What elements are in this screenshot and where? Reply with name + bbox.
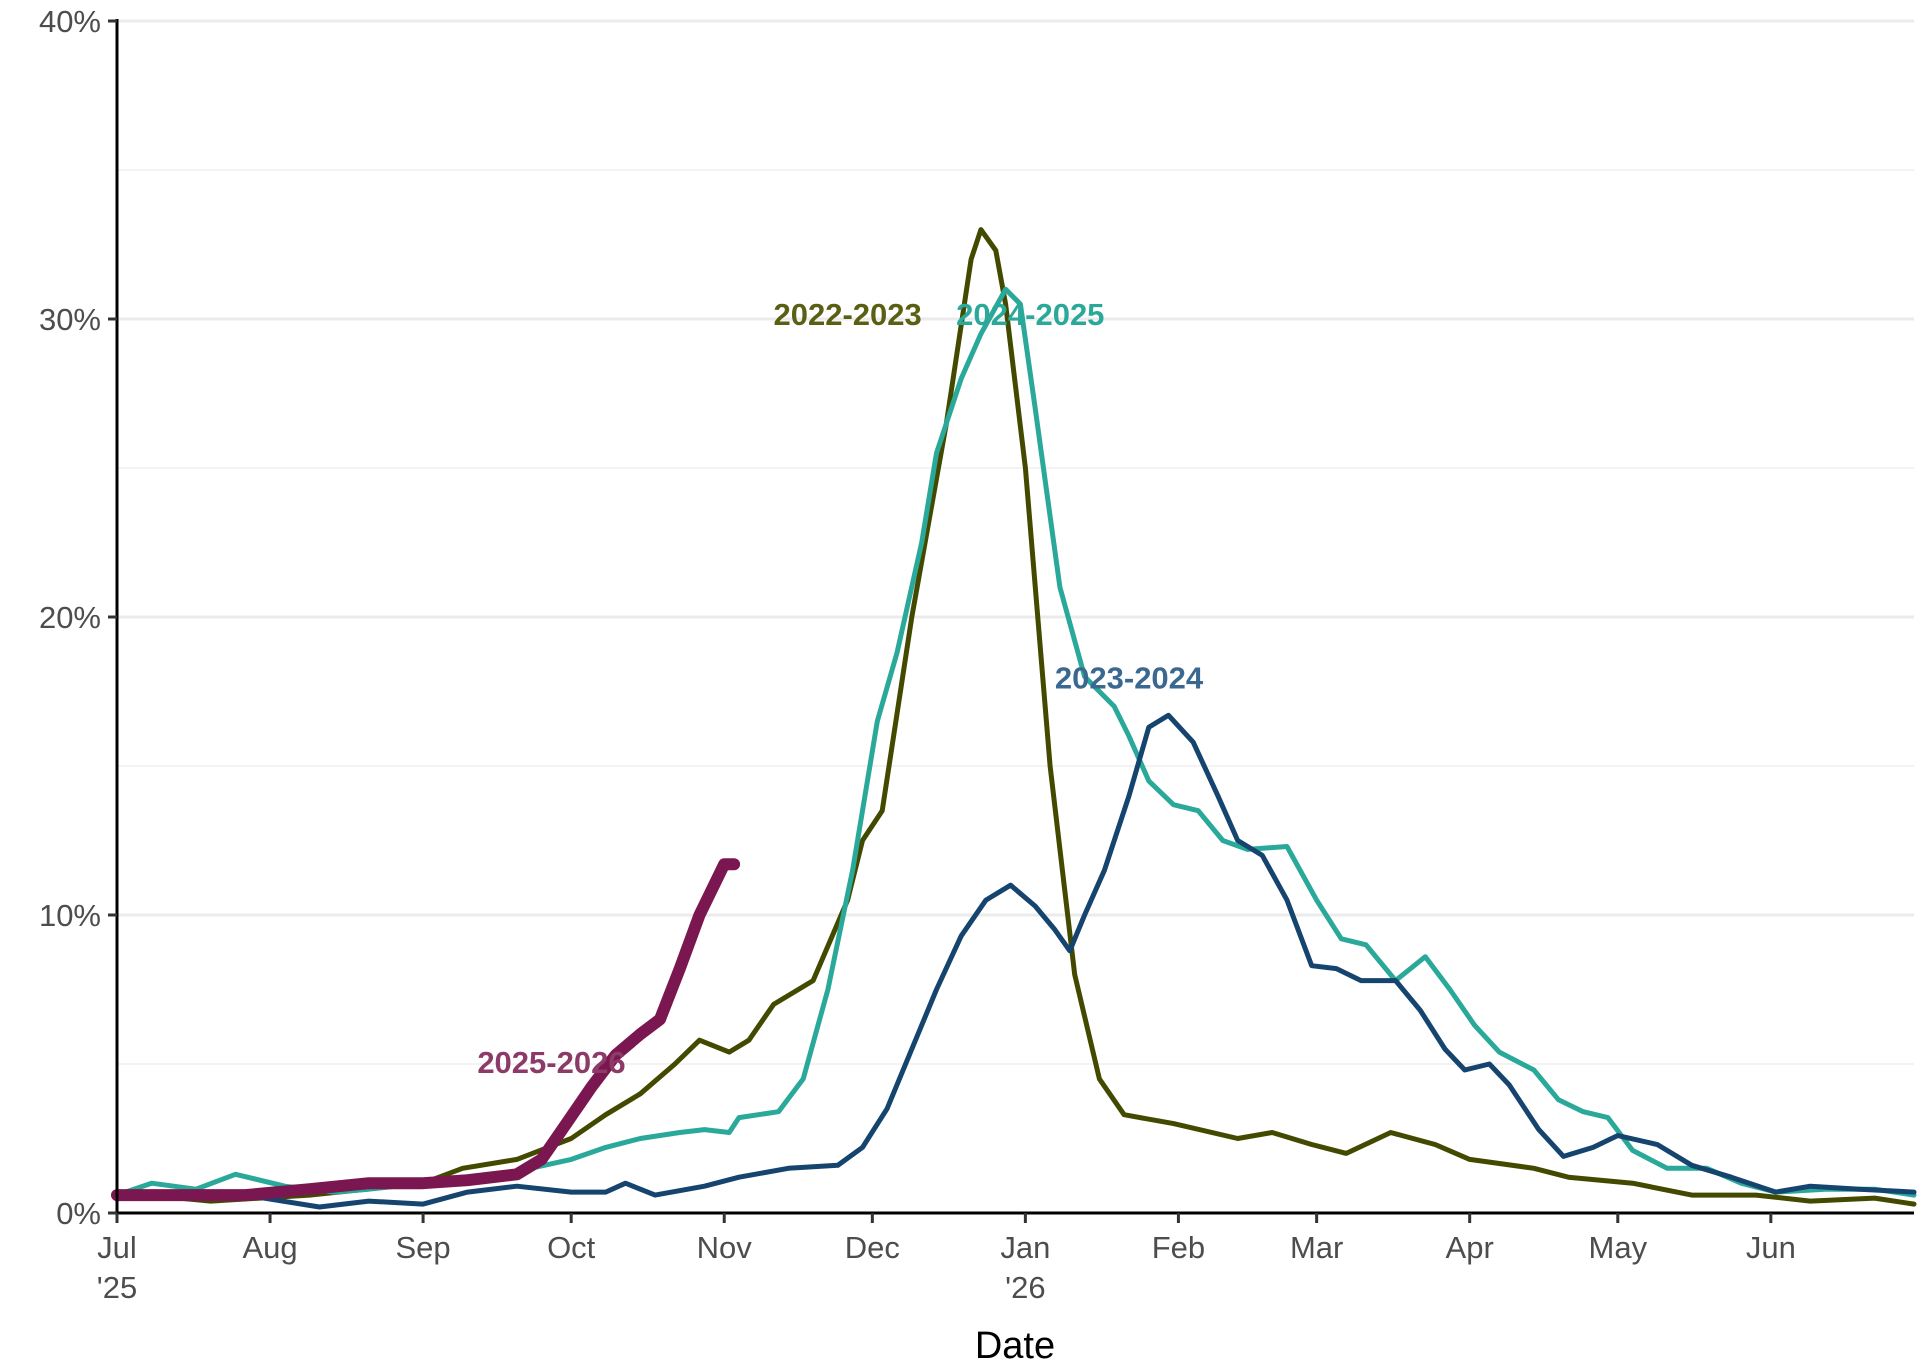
x-axis-label: Date	[975, 1325, 1055, 1367]
series-lines	[111, 227, 1917, 1210]
series-line-2022-2023	[114, 227, 1917, 1207]
series-labels: 2022-2023 2024-2025 2023-2024 2025-2026	[477, 297, 1204, 1080]
y-tick-label: 10%	[39, 898, 101, 933]
x-tick-label: Dec	[845, 1230, 900, 1265]
x-tick-label: Feb	[1152, 1230, 1205, 1265]
y-tick-label: 20%	[39, 600, 101, 635]
y-tick-label: 30%	[39, 302, 101, 337]
x-tick-label: Sep	[395, 1230, 450, 1265]
x-tick-label: Jul	[97, 1230, 137, 1265]
series-label-2022-2023: 2022-2023	[774, 297, 922, 332]
gridlines	[117, 19, 1914, 1215]
series-line-2025-2026	[111, 858, 741, 1202]
x-tick-label: Aug	[242, 1230, 297, 1265]
x-tick-label: Oct	[547, 1230, 596, 1265]
axes: 0% 10% 20% 30% 40% Jul '25 Aug Sep Oct Nov Dec Jan '2…	[39, 4, 1914, 1305]
y-tick-label: 0%	[56, 1196, 101, 1231]
x-tick-label: Nov	[697, 1230, 753, 1265]
x-tick-label: Jan	[1000, 1230, 1050, 1265]
x-tick-label: Mar	[1290, 1230, 1343, 1265]
x-tick-sublabel: '26	[1005, 1270, 1045, 1305]
x-tick-label: Jun	[1746, 1230, 1796, 1265]
y-tick-label: 40%	[39, 4, 101, 39]
series-line-2024-2025	[114, 286, 1917, 1198]
series-label-2023-2024: 2023-2024	[1055, 661, 1204, 696]
x-tick-label: Apr	[1446, 1230, 1494, 1265]
x-tick-sublabel: '25	[97, 1270, 137, 1305]
series-label-2024-2025: 2024-2025	[956, 297, 1104, 332]
series-label-2025-2026: 2025-2026	[477, 1045, 625, 1080]
series-line-2023-2024	[114, 712, 1917, 1210]
x-tick-label: May	[1589, 1230, 1648, 1265]
